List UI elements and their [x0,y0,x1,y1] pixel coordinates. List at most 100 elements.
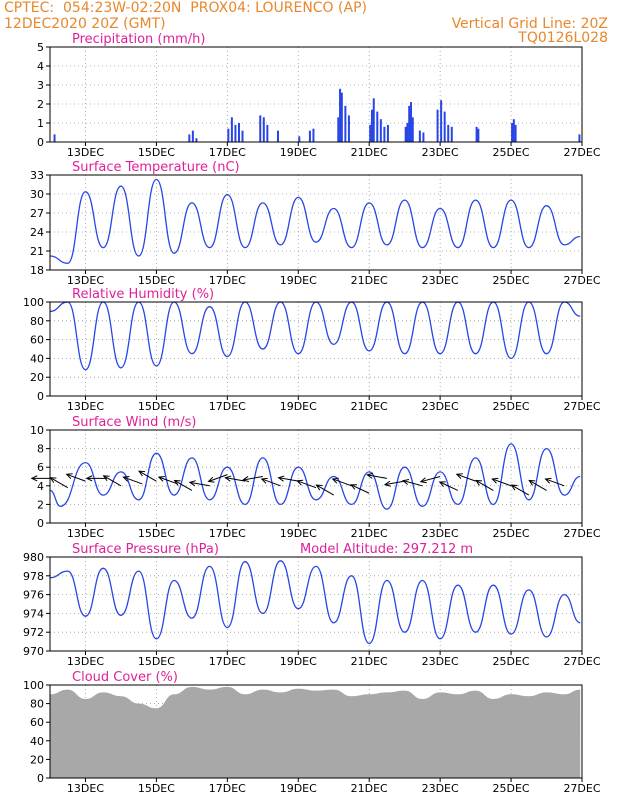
x-tick-label: 15DEC [138,274,175,287]
series-line [49,301,581,371]
y-tick-label: 80 [30,315,44,328]
precip-bar [53,134,56,142]
x-tick-label: 13DEC [67,146,104,159]
series-line [49,178,581,264]
wind-arrow-head [260,477,268,484]
precip-bar [514,124,517,142]
plot-frame [49,301,583,397]
wind-arrow-head [188,480,196,487]
wind-arrow-shaft [528,480,547,491]
panel-4: 0 2 4 6 8 10 13DEC 15DEC 17DEC 19DEC 21DEC 23DEC 25D… [30,415,601,540]
wind-arrow-head [122,475,130,482]
x-tick-label: 21DEC [351,400,388,413]
precip-bar [337,117,340,142]
wind-arrow-shaft [243,476,263,481]
precip-bar [404,126,407,142]
wind-arrow-shaft [420,476,441,483]
y-tick-label: 10 [30,424,44,437]
x-tick-label: 25DEC [493,655,530,668]
precip-bar [276,130,279,142]
header-grid-line: Vertical Grid Line: 20Z [451,16,608,32]
precip-bar [408,105,411,142]
wind-arrow-shaft [475,480,494,491]
precip-bar [411,117,414,142]
x-tick-label: 19DEC [280,274,317,287]
precip-bar [195,138,198,142]
precip-bar [347,115,350,142]
precip-bar [443,111,446,142]
precip-bar [511,123,514,142]
wind-arrow-head [277,475,285,482]
wind-arrow-shaft [456,473,476,482]
wind-arrow-head [331,477,339,484]
header-run-time: 12DEC2020 20Z (GMT) [4,16,166,32]
x-tick-label: 27DEC [563,655,600,668]
precip-bar [259,115,262,142]
wind-arrow-head [85,475,93,482]
x-tick-label: 23DEC [422,146,459,159]
x-tick-label: 19DEC [280,527,317,540]
x-tick-label: 17DEC [209,146,246,159]
wind-arrow [65,473,86,482]
wind-arrow-head [207,476,215,483]
panel-title: Cloud Cover (%) [72,670,178,685]
y-tick-label: 100 [23,679,44,692]
wind-arrow [138,470,157,482]
wind-arrow-head [455,473,463,479]
wind-arrow [401,479,423,487]
wind-arrow-shaft [297,480,317,489]
x-tick-label: 15DEC [138,782,175,795]
wind-arrow-shaft [174,480,193,491]
x-tick-label: 15DEC [138,527,175,540]
wind-arrow-head [475,479,483,486]
x-tick-label: 23DEC [422,274,459,287]
plot-frame [49,556,583,652]
wind-arrow [331,477,352,487]
precip-bar [383,126,386,142]
x-tick-label: 21DEC [351,527,388,540]
x-tick-label: 13DEC [67,527,104,540]
header-station: CPTEC: 054:23W-02:20N PROX04: LOURENCO (… [4,0,367,16]
panel-title: Surface Temperature (nC) [72,160,240,175]
precip-bar [386,124,389,142]
wind-arrow-shaft [316,484,334,496]
wind-arrow-shaft [278,477,299,482]
y-tick-label: 980 [23,551,44,564]
series-line [49,443,581,510]
precip-bar [418,130,421,142]
panel-title: Surface Wind (m/s) [72,415,196,430]
precip-bar [422,132,425,142]
y-tick-label: 33 [30,169,44,182]
wind-arrow [528,479,547,491]
x-tick-label: 23DEC [422,527,459,540]
panel-5: 970 972 974 976 978 980 13DEC 15DEC 17DEC 19DEC 21… [23,542,601,668]
wind-arrow-head [438,481,446,487]
precip-bar [475,126,478,142]
y-tick-label: 27 [30,207,44,220]
precip-bar [512,119,515,142]
y-tick-label: 40 [30,735,44,748]
wind-arrow-head [173,479,181,486]
wind-arrow-shaft [103,475,122,487]
wind-arrow-head [65,473,73,479]
x-tick-label: 23DEC [422,782,459,795]
y-tick-label: 20 [30,371,44,384]
wind-arrow-head [383,480,391,487]
x-tick-label: 13DEC [67,274,104,287]
wind-arrow-shaft [332,478,352,487]
wind-arrow-head [241,476,250,483]
wind-arrow-head [491,477,499,484]
precip-bar [340,92,343,142]
x-tick-label: 25DEC [493,146,530,159]
y-tick-label: 60 [30,334,44,347]
precip-bar [376,111,379,142]
precip-bar [237,123,240,142]
precip-bar [409,102,412,142]
y-tick-label: 974 [23,607,44,620]
panel-title: Surface Pressure (hPa) [72,542,219,557]
wind-arrow [277,475,299,482]
wind-arrow [315,484,334,496]
y-tick-label: 60 [30,716,44,729]
x-tick-label: 19DEC [280,782,317,795]
wind-arrow-shaft [261,478,281,487]
